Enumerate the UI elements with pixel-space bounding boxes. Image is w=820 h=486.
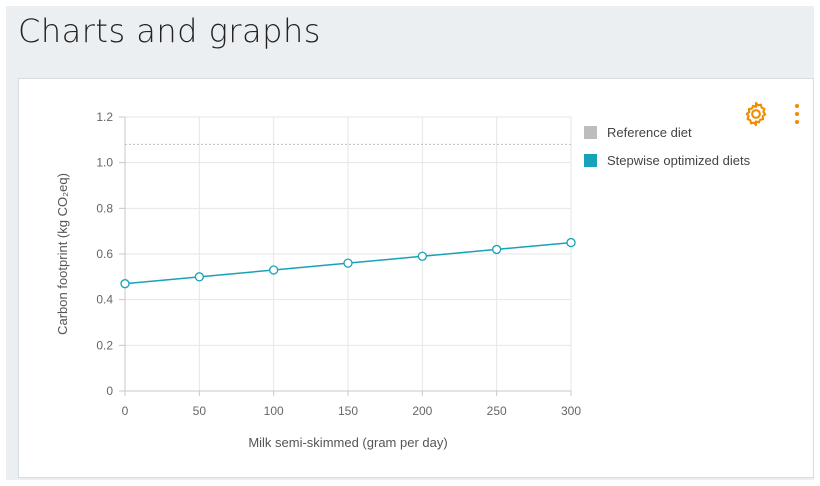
- legend-swatch-reference: [584, 125, 597, 139]
- y-tick-label: 1.0: [96, 156, 113, 170]
- data-point: [492, 244, 502, 255]
- settings-button[interactable]: [741, 99, 771, 129]
- chart-card: 0 0.2 0.4 0.6 0.8 1.0 1.2 0 50 100 150 200 250 300 Mi…: [18, 78, 814, 478]
- kebab-dot: [795, 112, 799, 116]
- chart-axes: 0 0.2 0.4 0.6 0.8 1.0 1.2 0 50 100 150 200 250 300: [96, 110, 581, 418]
- legend-item-reference[interactable]: Reference diet: [584, 123, 750, 141]
- x-tick-label: 300: [561, 404, 581, 418]
- y-tick-label: 0: [106, 384, 113, 398]
- x-tick-label: 200: [412, 404, 432, 418]
- x-axis-label: Milk semi-skimmed (gram per day): [248, 435, 447, 450]
- y-tick-label: 0.2: [96, 338, 113, 352]
- data-point: [194, 272, 204, 282]
- data-point: [566, 237, 576, 248]
- y-tick-label: 1.2: [96, 110, 113, 124]
- legend-label-reference: Reference diet: [607, 124, 692, 140]
- page-title: Charts and graphs: [18, 12, 321, 50]
- data-point: [417, 251, 427, 261]
- x-tick-label: 50: [193, 404, 207, 418]
- x-tick-label: 0: [122, 404, 129, 418]
- charts-panel: Charts and graphs 0 0.2 0.4 0.6 0.8 1.0 1.2 0 50…: [6, 6, 814, 480]
- data-point: [120, 279, 130, 289]
- series-layer: [120, 237, 576, 289]
- kebab-dot: [795, 120, 799, 124]
- legend-label-optimized: Stepwise optimized diets: [607, 152, 751, 168]
- more-options-button[interactable]: [789, 99, 805, 129]
- gear-icon: [745, 101, 767, 127]
- data-point: [343, 258, 353, 268]
- x-tick-label: 100: [264, 404, 284, 418]
- axis-labels: Milk semi-skimmed (gram per day) Carbon …: [55, 173, 448, 450]
- chart-grid: [125, 116, 572, 391]
- data-point: [269, 265, 279, 275]
- legend-swatch-optimized: [584, 153, 597, 167]
- chart-legend: Reference diet Stepwise optimized diets: [584, 123, 750, 179]
- kebab-dot: [795, 104, 799, 108]
- y-tick-label: 0.6: [96, 247, 113, 261]
- y-axis-label: Carbon footprint (kg CO₂eq): [55, 173, 70, 335]
- y-tick-label: 0.8: [96, 201, 113, 215]
- x-tick-label: 150: [338, 404, 358, 418]
- line-chart: 0 0.2 0.4 0.6 0.8 1.0 1.2 0 50 100 150 200 250 300 Mi…: [55, 110, 581, 450]
- legend-item-optimized[interactable]: Stepwise optimized diets: [584, 151, 750, 169]
- x-tick-label: 250: [487, 404, 507, 418]
- y-tick-label: 0.4: [96, 293, 113, 307]
